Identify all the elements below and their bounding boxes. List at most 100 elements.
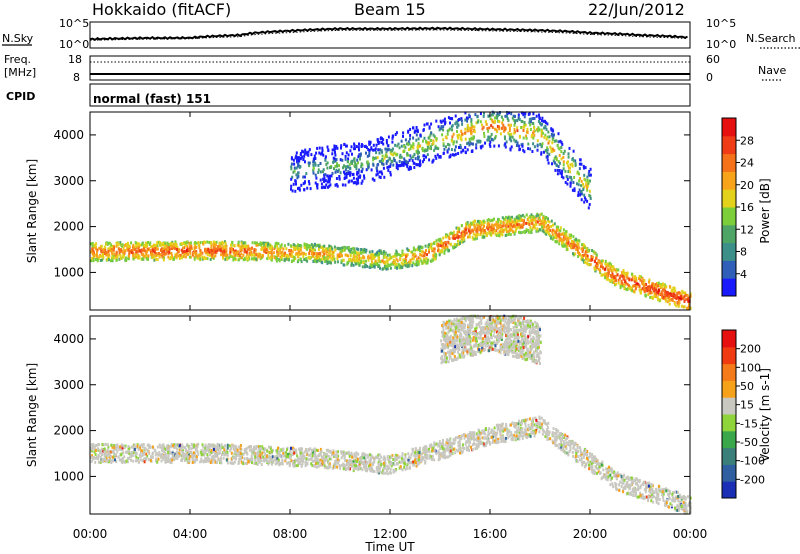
data-cell <box>545 216 548 220</box>
data-cell <box>464 131 467 135</box>
data-cell <box>371 250 374 253</box>
data-cell <box>303 244 306 248</box>
data-cell <box>266 246 269 250</box>
data-cell <box>326 145 329 149</box>
data-cell <box>390 262 393 266</box>
data-cell <box>564 232 567 236</box>
data-cell <box>676 291 679 295</box>
data-cell <box>546 228 549 232</box>
data-cell <box>433 241 436 245</box>
data-cell <box>414 157 417 161</box>
data-cell <box>442 125 445 129</box>
data-cell <box>331 247 334 251</box>
data-cell <box>539 142 542 146</box>
data-cell <box>509 225 512 229</box>
data-cell <box>382 142 385 146</box>
data-cell <box>540 222 543 226</box>
data-cell <box>572 235 575 239</box>
data-cell <box>334 153 337 157</box>
data-cell <box>361 167 364 171</box>
data-cell <box>118 250 121 254</box>
data-cell <box>555 236 558 240</box>
data-cell <box>378 260 381 264</box>
data-cell <box>563 238 566 242</box>
data-cell <box>485 231 488 235</box>
data-cell <box>317 164 320 167</box>
data-cell <box>147 257 149 261</box>
data-cell <box>655 294 658 298</box>
data-cell <box>315 243 318 247</box>
data-cell <box>277 242 280 246</box>
data-cell <box>377 148 380 152</box>
data-cell <box>304 252 307 256</box>
data-cell <box>132 459 135 463</box>
data-cell <box>236 251 239 255</box>
data-cell <box>163 256 165 260</box>
data-cell <box>440 241 443 245</box>
data-cell <box>336 253 339 257</box>
data-cell <box>536 139 539 143</box>
data-cell <box>218 245 221 249</box>
data-cell <box>321 146 324 150</box>
data-cell <box>414 263 417 266</box>
data-cell <box>558 228 561 232</box>
data-cell <box>417 149 419 153</box>
data-cell <box>533 145 536 149</box>
data-cell <box>678 296 681 300</box>
data-cell <box>190 245 193 249</box>
data-cell <box>645 282 647 286</box>
data-cell <box>407 143 410 147</box>
data-cell <box>543 135 546 139</box>
data-cell <box>361 179 364 183</box>
data-cell <box>378 151 381 155</box>
data-cell <box>373 263 376 267</box>
data-cell <box>518 223 521 227</box>
data-cell <box>413 252 416 256</box>
data-cell <box>532 218 535 222</box>
data-cell <box>319 162 322 165</box>
data-cell <box>231 241 234 244</box>
data-cell <box>267 242 269 246</box>
data-cell <box>563 235 566 239</box>
data-cell <box>384 262 387 266</box>
data-cell <box>255 258 258 262</box>
data-cell <box>485 122 488 126</box>
data-cell <box>536 227 539 231</box>
data-cell <box>408 158 411 162</box>
data-cell <box>471 447 474 451</box>
data-cell <box>655 290 658 294</box>
data-cell <box>350 145 353 149</box>
data-cell <box>225 253 228 257</box>
data-cell <box>559 233 562 237</box>
data-cell <box>326 247 329 251</box>
data-cell <box>159 253 162 256</box>
data-cell <box>582 248 584 252</box>
data-cell <box>317 168 320 172</box>
data-cell <box>520 126 523 129</box>
data-cell <box>334 170 337 174</box>
data-cell <box>199 257 202 261</box>
data-cell <box>390 152 393 156</box>
data-cell <box>663 292 666 296</box>
data-cell <box>442 236 445 240</box>
nave-tick-bottom: 0 <box>706 71 713 84</box>
data-cell <box>587 172 590 176</box>
data-cell <box>676 295 679 299</box>
data-cell <box>523 215 526 219</box>
data-cell <box>573 176 576 179</box>
data-cell <box>475 143 478 147</box>
data-cell <box>266 449 269 453</box>
data-cell <box>460 129 463 133</box>
data-cell <box>504 114 507 118</box>
data-cell <box>427 136 430 140</box>
data-cell <box>479 226 482 229</box>
data-cell <box>126 241 129 245</box>
data-cell <box>375 143 378 147</box>
nsky-tick-top-left: 10^5 <box>59 17 89 30</box>
data-cell <box>626 271 629 275</box>
data-cell <box>161 250 164 254</box>
data-cell <box>438 128 441 132</box>
data-cell <box>479 112 482 116</box>
data-cell <box>343 245 346 249</box>
data-cell <box>619 274 622 278</box>
